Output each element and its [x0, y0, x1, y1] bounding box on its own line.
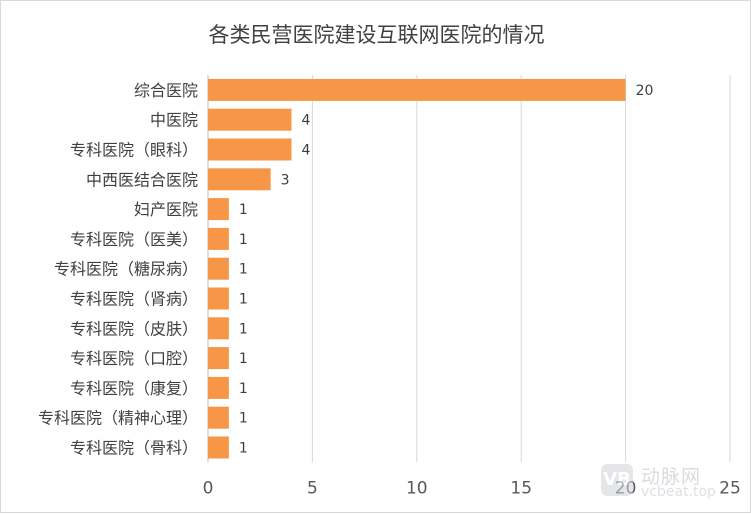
bar-6	[208, 257, 229, 280]
watermark-url: vcbeat.top	[641, 484, 716, 500]
category-label-3: 中西医结合医院	[86, 170, 198, 189]
bar-10	[208, 376, 229, 399]
data-label-9: 1	[239, 351, 248, 367]
bar-2	[208, 138, 292, 161]
category-label-8: 专科医院（皮肤）	[70, 319, 198, 338]
category-label-7: 专科医院（肾病）	[70, 290, 198, 309]
data-label-3: 3	[281, 172, 290, 188]
data-label-10: 1	[239, 381, 248, 397]
category-label-9: 专科医院（口腔）	[70, 349, 198, 368]
data-label-6: 1	[239, 262, 248, 278]
watermark: VB 动脉网 vcbeat.top	[601, 462, 741, 502]
bar-1	[208, 108, 292, 131]
category-label-10: 专科医院（康复）	[70, 379, 198, 398]
bar-4	[208, 198, 229, 221]
category-label-11: 专科医院（精神心理）	[38, 409, 198, 428]
bar-5	[208, 227, 229, 250]
bar-7	[208, 287, 229, 310]
data-label-12: 1	[239, 441, 248, 457]
category-label-6: 专科医院（糖尿病）	[54, 260, 198, 279]
bar-11	[208, 406, 229, 429]
x-tick-label-0: 0	[203, 478, 214, 498]
category-label-5: 专科医院（医美）	[70, 230, 198, 249]
category-label-0: 综合医院	[134, 81, 198, 100]
category-label-2: 专科医院（眼科）	[70, 141, 198, 160]
category-label-1: 中医院	[150, 111, 198, 130]
data-label-1: 4	[302, 113, 311, 129]
x-tick-label-1: 5	[307, 478, 318, 498]
category-label-12: 专科医院（骨科）	[70, 439, 198, 458]
data-label-5: 1	[239, 232, 248, 248]
data-label-11: 1	[239, 411, 248, 427]
chart-title: 各类民营医院建设互联网医院的情况	[208, 23, 545, 47]
x-tick-label-5: 25	[719, 478, 741, 498]
x-tick-label-3: 15	[510, 478, 532, 498]
data-label-8: 1	[239, 321, 248, 337]
watermark-name: 动脉网	[641, 466, 702, 488]
watermark-logo-icon: VB	[601, 464, 633, 496]
bar-0	[208, 78, 626, 101]
bar-12	[208, 436, 229, 459]
bar-9	[208, 347, 229, 370]
bar-8	[208, 317, 229, 340]
category-label-4: 妇产医院	[134, 200, 198, 219]
data-label-4: 1	[239, 202, 248, 218]
data-label-2: 4	[302, 143, 311, 159]
data-label-0: 20	[636, 83, 654, 99]
data-label-7: 1	[239, 292, 248, 308]
bar-3	[208, 168, 271, 191]
x-tick-label-2: 10	[406, 478, 428, 498]
